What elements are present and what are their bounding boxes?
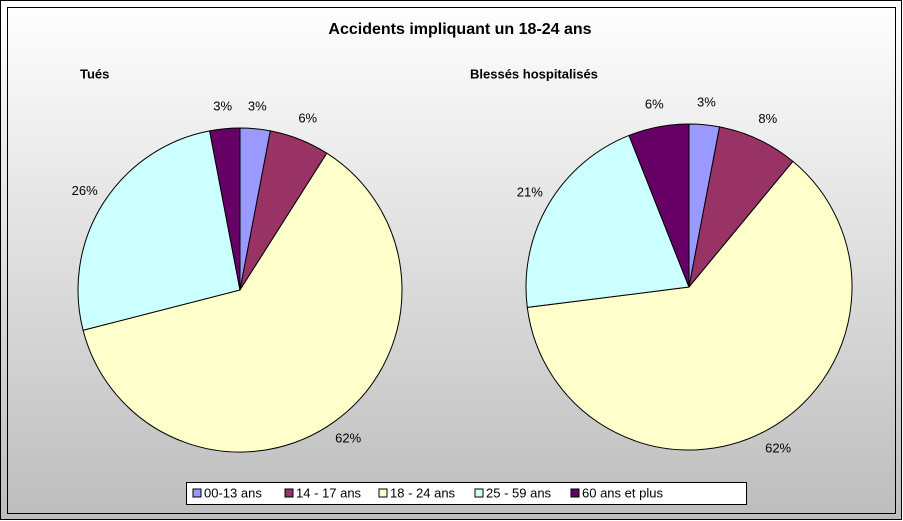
data-label: 3% <box>697 94 716 109</box>
legend: 00-13 ans 14 - 17 ans 18 - 24 ans 25 - 59 a… <box>186 482 747 505</box>
pie-title: Tués <box>80 66 109 81</box>
data-label: 3% <box>213 98 232 113</box>
pie-slice <box>209 127 241 291</box>
plot-border <box>7 7 896 514</box>
legend-swatch <box>570 488 580 498</box>
legend-box <box>186 482 747 505</box>
data-label: 3% <box>248 98 267 113</box>
data-label: 6% <box>645 97 664 112</box>
data-label: 6% <box>298 110 317 125</box>
legend-swatch <box>284 488 294 498</box>
pie-title: Blessés hospitalisés <box>470 66 598 81</box>
legend-label: 00-13 ans <box>204 485 262 500</box>
pie-slice <box>628 123 690 288</box>
pie-slice <box>82 152 403 453</box>
data-label: 62% <box>335 430 361 445</box>
legend-label: 18 - 24 ans <box>390 485 456 500</box>
pie-slice <box>525 134 690 308</box>
legend-label: 60 ans et plus <box>582 485 663 500</box>
chart-title: Accidents impliquant un 18-24 ans <box>328 21 591 38</box>
pie-slice <box>77 130 241 331</box>
data-label: 62% <box>765 441 791 456</box>
pie-slice <box>526 160 853 451</box>
legend-swatch <box>192 488 202 498</box>
legend-swatch <box>474 488 484 498</box>
legend-label: 25 - 59 ans <box>486 485 552 500</box>
legend-swatch <box>378 488 388 498</box>
legend-label: 14 - 17 ans <box>296 485 362 500</box>
data-label: 26% <box>72 183 98 198</box>
data-label: 21% <box>517 184 543 199</box>
data-label: 8% <box>758 111 777 126</box>
